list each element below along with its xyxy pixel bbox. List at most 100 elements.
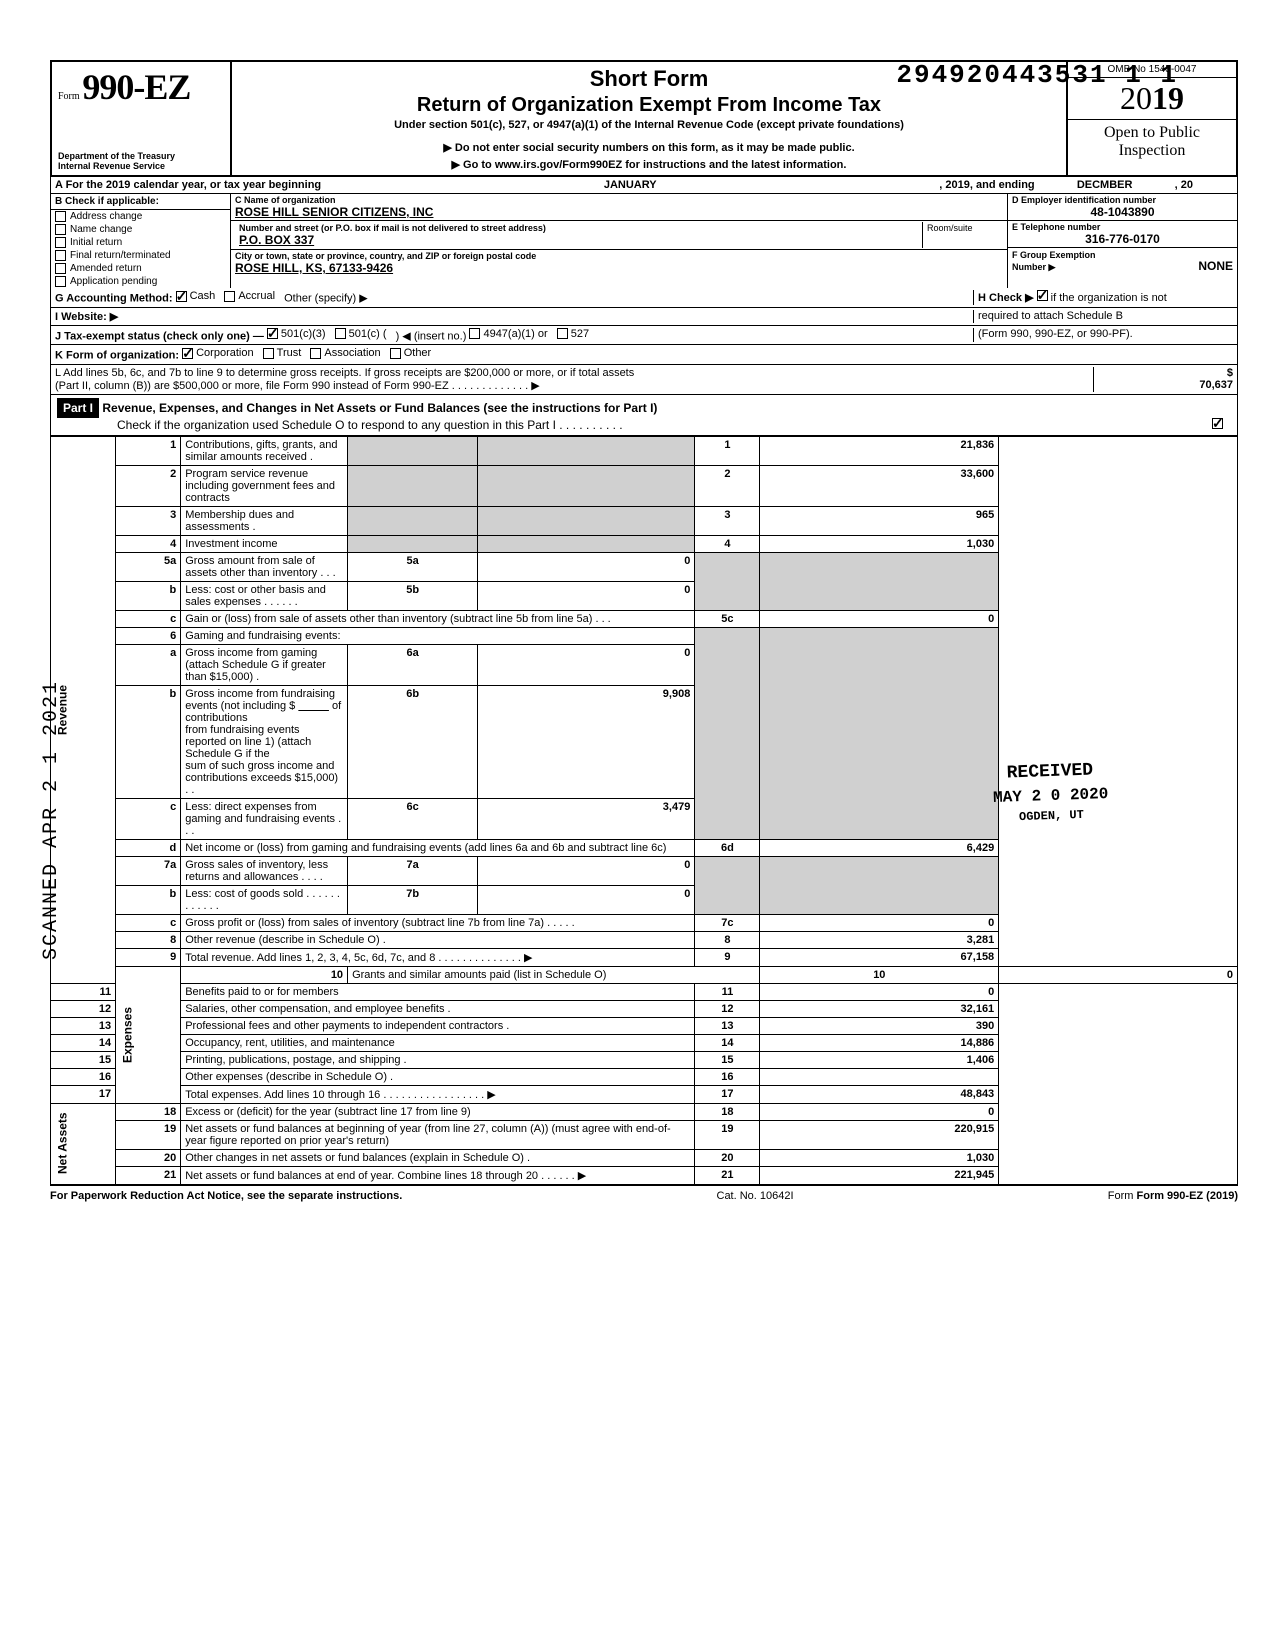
line-7b-desc: Less: cost of goods sold . . . . . . . .… — [181, 885, 348, 914]
line-7c-desc: Gross profit or (loss) from sales of inv… — [181, 914, 695, 931]
part1-check-line: Check if the organization used Schedule … — [117, 418, 623, 432]
title-return: Return of Organization Exempt From Incom… — [240, 94, 1058, 117]
label-other-specify: Other (specify) ▶ — [284, 293, 368, 305]
label-501c: 501(c) ( — [349, 328, 387, 340]
dln-number: 294920443531 1 1 — [896, 60, 1178, 90]
checkbox-schedule-b-not-required[interactable] — [1037, 290, 1048, 301]
line-7a-amt: 0 — [478, 856, 695, 885]
value-city: ROSE HILL, KS, 67133-9426 — [235, 261, 1003, 275]
footer-right: Form Form 990-EZ (2019) — [1108, 1190, 1238, 1202]
line-7c-amt: 0 — [760, 914, 999, 931]
label-group-exemption: F Group Exemption — [1012, 250, 1096, 260]
line-6b-desc: Gross income from fundraising events (no… — [181, 685, 348, 798]
line-5b-amt: 0 — [478, 581, 695, 610]
checkbox-527[interactable] — [557, 328, 568, 339]
dept-treasury: Department of the Treasury — [58, 151, 224, 161]
side-net-assets: Net Assets — [51, 1103, 116, 1184]
tax-year-end-month: DECMBER — [1035, 179, 1175, 191]
line-5a-desc: Gross amount from sale of assets other t… — [181, 552, 348, 581]
footer-form: Form 990-EZ (2019) — [1137, 1190, 1238, 1202]
label-accounting-method: G Accounting Method: — [55, 293, 173, 305]
line-1-amt: 21,836 — [760, 436, 999, 465]
checkbox-accrual[interactable] — [224, 291, 235, 302]
line-18-desc: Excess or (deficit) for the year (subtra… — [181, 1103, 695, 1120]
line-16-desc: Other expenses (describe in Schedule O) … — [181, 1068, 695, 1085]
checkbox-corporation[interactable] — [182, 348, 193, 359]
line-4-desc: Investment income — [181, 535, 348, 552]
checkbox-other-org[interactable] — [390, 348, 401, 359]
checkbox-initial-return[interactable] — [55, 237, 66, 248]
checkbox-4947a1[interactable] — [469, 328, 480, 339]
line-3-desc: Membership dues and assessments . — [181, 506, 348, 535]
checkbox-final-return[interactable] — [55, 250, 66, 261]
line-18-amt: 0 — [760, 1103, 999, 1120]
line-6c-amt: 3,479 — [478, 798, 695, 839]
open-line2: Inspection — [1070, 142, 1234, 160]
checkbox-schedule-o-part1[interactable] — [1212, 418, 1223, 429]
value-gross-receipts: 70,637 — [1199, 379, 1233, 391]
checkbox-name-change[interactable] — [55, 224, 66, 235]
checkbox-trust[interactable] — [263, 348, 274, 359]
checkbox-application-pending[interactable] — [55, 276, 66, 287]
line-10-desc: Grants and similar amounts paid (list in… — [348, 966, 760, 983]
open-line1: Open to Public — [1070, 124, 1234, 142]
label-cash: Cash — [190, 290, 216, 302]
side-expenses: Expenses — [116, 966, 181, 1103]
line-17-amt: 48,843 — [760, 1085, 999, 1103]
label-ein: D Employer identification number — [1012, 195, 1233, 205]
line-10-amt: 0 — [999, 966, 1238, 983]
checkbox-501c[interactable] — [335, 328, 346, 339]
row-a-suffix: , 20 — [1175, 179, 1193, 191]
line-5c-amt: 0 — [760, 610, 999, 627]
line-7b-amt: 0 — [478, 885, 695, 914]
row-a-mid: , 2019, and ending — [939, 179, 1034, 191]
text-h-2: required to attach Schedule B — [978, 310, 1123, 322]
col-b-header: B Check if applicable: — [51, 194, 230, 210]
line-6d-amt: 6,429 — [760, 839, 999, 856]
line-13-desc: Professional fees and other payments to … — [181, 1017, 695, 1034]
line-l-text2: (Part II, column (B)) are $500,000 or mo… — [55, 379, 1093, 392]
checkbox-association[interactable] — [310, 348, 321, 359]
line-20-desc: Other changes in net assets or fund bala… — [181, 1149, 695, 1166]
line-17-desc: Total expenses. Add lines 10 through 16 … — [181, 1085, 695, 1103]
stamp-scanned: SCANNED APR 2 1 2021 — [40, 680, 63, 960]
label-city: City or town, state or province, country… — [235, 251, 1003, 261]
line-15-desc: Printing, publications, postage, and shi… — [181, 1051, 695, 1068]
checkbox-cash[interactable] — [176, 291, 187, 302]
part1-title: Revenue, Expenses, and Changes in Net As… — [102, 401, 657, 415]
label-final-return: Final return/terminated — [70, 250, 171, 261]
line-5a-amt: 0 — [478, 552, 695, 581]
line-2-desc: Program service revenue including govern… — [181, 465, 348, 506]
row-a-tax-year: A For the 2019 calendar year, or tax yea… — [50, 177, 1238, 194]
line-7a-desc: Gross sales of inventory, less returns a… — [181, 856, 348, 885]
line-14-amt: 14,886 — [760, 1034, 999, 1051]
line-13-amt: 390 — [760, 1017, 999, 1034]
line-8-amt: 3,281 — [760, 931, 999, 948]
label-501c3: 501(c)(3) — [281, 328, 326, 340]
value-org-name: ROSE HILL SENIOR CITIZENS, INC — [235, 205, 1003, 219]
line-6c-desc: Less: direct expenses from gaming and fu… — [181, 798, 348, 839]
stamp-received: RECEIVED MAY 2 0 2020 OGDEN, UT — [992, 758, 1109, 826]
value-telephone: 316-776-0170 — [1012, 232, 1233, 246]
value-ein: 48-1043890 — [1012, 205, 1233, 219]
line-6a-desc: Gross income from gaming (attach Schedul… — [181, 644, 348, 685]
form-number-big: 990-EZ — [82, 67, 190, 107]
label-initial-return: Initial return — [70, 237, 122, 248]
entity-info-grid: B Check if applicable: Address change Na… — [50, 194, 1238, 288]
line-12-amt: 32,161 — [760, 1000, 999, 1017]
subtitle-under: Under section 501(c), 527, or 4947(a)(1)… — [240, 119, 1058, 131]
line-5c-desc: Gain or (loss) from sale of assets other… — [181, 610, 695, 627]
label-application-pending: Application pending — [70, 276, 157, 287]
text-h-1: if the organization is not — [1051, 292, 1167, 304]
checkbox-501c3[interactable] — [267, 328, 278, 339]
line-15-amt: 1,406 — [760, 1051, 999, 1068]
checkbox-address-change[interactable] — [55, 211, 66, 222]
line-2-amt: 33,600 — [760, 465, 999, 506]
label-4947a1: 4947(a)(1) or — [483, 328, 547, 340]
label-insert-no: ) ◀ (insert no.) — [396, 330, 467, 342]
footer-mid: Cat. No. 10642I — [717, 1190, 794, 1202]
label-address: Number and street (or P.O. box if mail i… — [239, 223, 918, 233]
checkbox-amended-return[interactable] — [55, 263, 66, 274]
line-8-desc: Other revenue (describe in Schedule O) . — [181, 931, 695, 948]
page-footer: For Paperwork Reduction Act Notice, see … — [50, 1185, 1238, 1206]
